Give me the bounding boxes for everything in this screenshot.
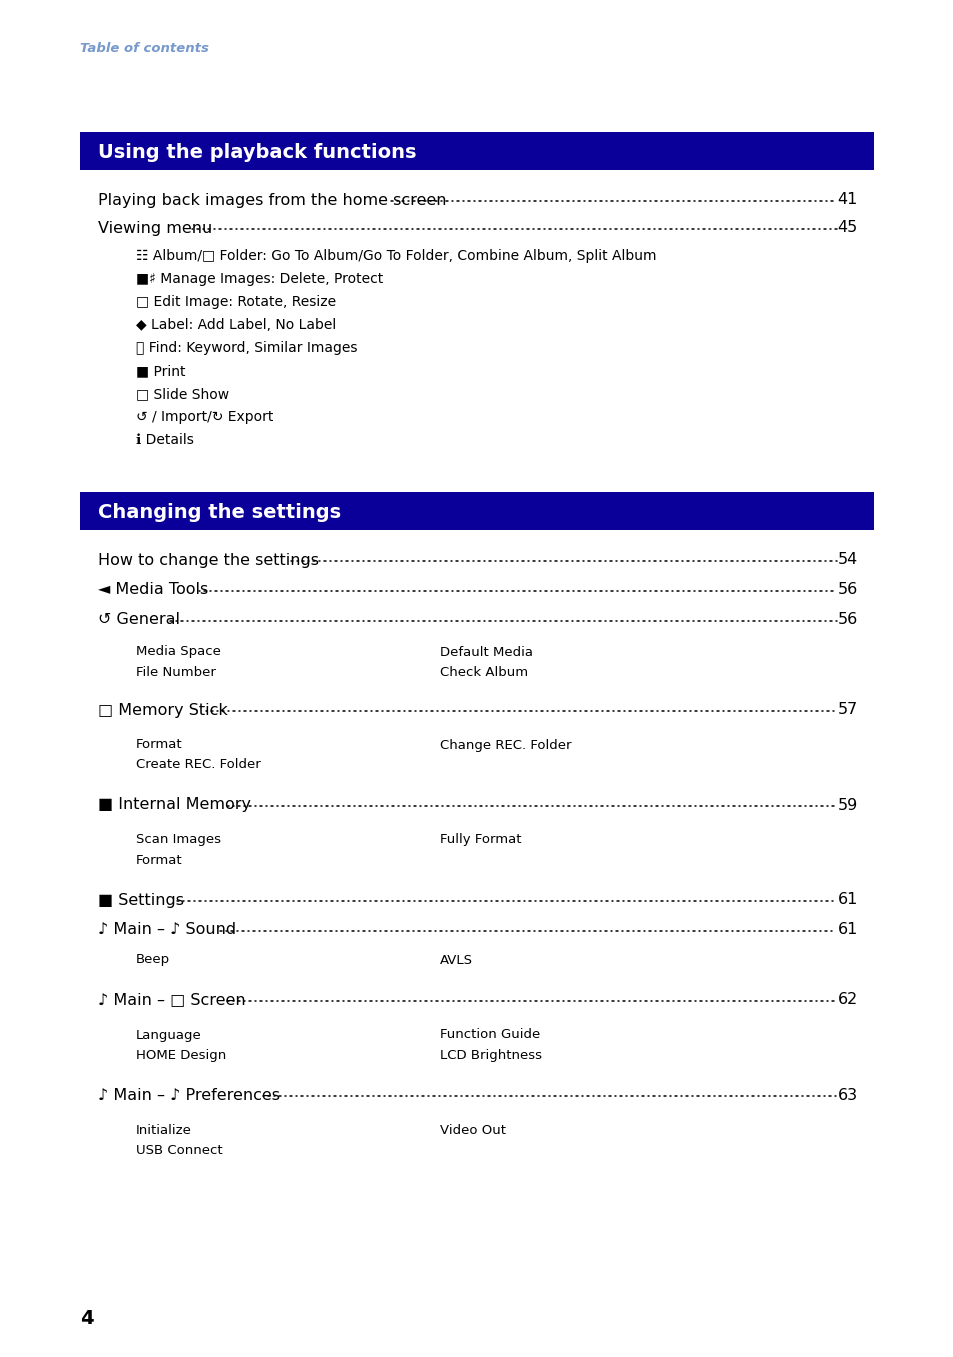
Text: ↺ General: ↺ General	[98, 612, 180, 627]
Text: Create REC. Folder: Create REC. Folder	[136, 759, 260, 772]
Text: ◆ Label: Add Label, No Label: ◆ Label: Add Label, No Label	[136, 318, 335, 332]
Text: Media Space: Media Space	[136, 646, 221, 658]
Text: □ Memory Stick: □ Memory Stick	[98, 703, 228, 718]
Text: HOME Design: HOME Design	[136, 1049, 226, 1061]
Text: 59: 59	[837, 798, 857, 813]
Text: Fully Format: Fully Format	[439, 833, 521, 847]
Text: ⓔ Find: Keyword, Similar Images: ⓔ Find: Keyword, Similar Images	[136, 341, 357, 356]
Text: Function Guide: Function Guide	[439, 1029, 539, 1042]
Text: 57: 57	[837, 703, 857, 718]
Text: LCD Brightness: LCD Brightness	[439, 1049, 541, 1061]
Text: How to change the settings: How to change the settings	[98, 552, 318, 567]
Text: Format: Format	[136, 854, 182, 867]
Text: ↺ / Import/↻ Export: ↺ / Import/↻ Export	[136, 410, 274, 423]
Text: 63: 63	[837, 1087, 857, 1102]
Text: ♪ Main – ♪ Preferences: ♪ Main – ♪ Preferences	[98, 1087, 280, 1102]
Text: Changing the settings: Changing the settings	[98, 503, 341, 522]
Text: Playing back images from the home screen: Playing back images from the home screen	[98, 193, 446, 208]
Bar	[80, 493, 873, 531]
Text: Format: Format	[136, 738, 182, 752]
Text: Check Album: Check Album	[439, 665, 528, 678]
Text: □ Edit Image: Rotate, Resize: □ Edit Image: Rotate, Resize	[136, 294, 335, 309]
Text: ■ Internal Memory: ■ Internal Memory	[98, 798, 251, 813]
Text: 45: 45	[837, 220, 857, 236]
Text: Viewing menu: Viewing menu	[98, 220, 212, 236]
Text: Change REC. Folder: Change REC. Folder	[439, 738, 571, 752]
Text: ☷ Album/□ Folder: Go To Album/Go To Folder, Combine Album, Split Album: ☷ Album/□ Folder: Go To Album/Go To Fold…	[136, 248, 656, 263]
Text: 4: 4	[80, 1308, 93, 1327]
Text: Table of contents: Table of contents	[80, 42, 209, 56]
Bar	[80, 132, 873, 170]
Text: □ Slide Show: □ Slide Show	[136, 387, 229, 402]
Text: Language: Language	[136, 1029, 201, 1042]
Text: 56: 56	[837, 612, 857, 627]
Text: 56: 56	[837, 582, 857, 597]
Text: 41: 41	[837, 193, 857, 208]
Text: ♪ Main – ♪ Sound: ♪ Main – ♪ Sound	[98, 923, 236, 938]
Text: USB Connect: USB Connect	[136, 1144, 222, 1156]
Text: Using the playback functions: Using the playback functions	[98, 142, 416, 161]
Text: ℹ Details: ℹ Details	[136, 433, 193, 446]
Text: Default Media: Default Media	[439, 646, 533, 658]
Text: Initialize: Initialize	[136, 1124, 192, 1137]
Text: ■♯ Manage Images: Delete, Protect: ■♯ Manage Images: Delete, Protect	[136, 271, 383, 286]
Text: Scan Images: Scan Images	[136, 833, 221, 847]
Text: Beep: Beep	[136, 954, 170, 966]
Text: ■ Settings: ■ Settings	[98, 893, 184, 908]
Text: 54: 54	[837, 552, 857, 567]
Text: 61: 61	[837, 923, 857, 938]
Text: ■ Print: ■ Print	[136, 364, 185, 379]
Text: 62: 62	[837, 992, 857, 1007]
Text: ♪ Main – □ Screen: ♪ Main – □ Screen	[98, 992, 245, 1007]
Text: File Number: File Number	[136, 665, 215, 678]
Text: AVLS: AVLS	[439, 954, 473, 966]
Text: 61: 61	[837, 893, 857, 908]
Text: ◄ Media Tools: ◄ Media Tools	[98, 582, 208, 597]
Text: Video Out: Video Out	[439, 1124, 505, 1137]
